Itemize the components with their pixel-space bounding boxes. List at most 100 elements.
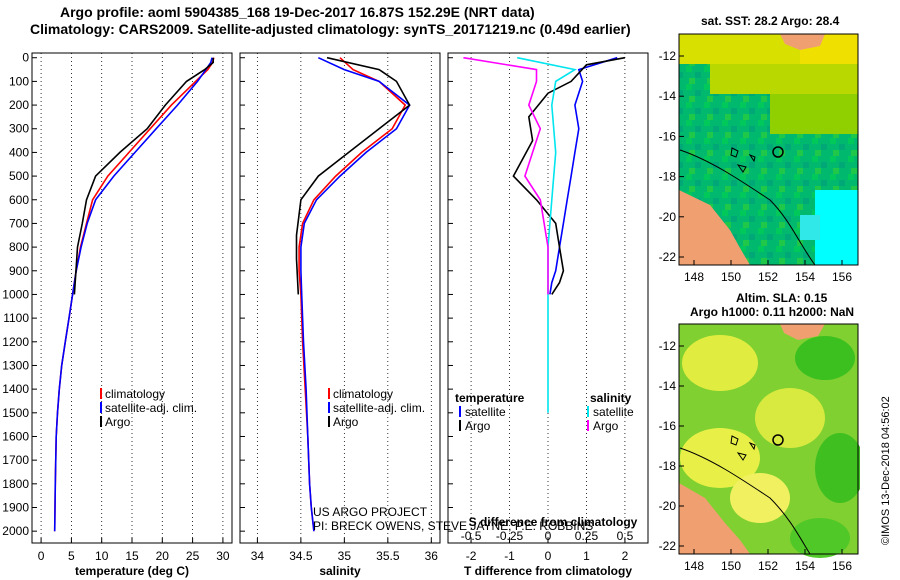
plot-frame <box>31 52 233 544</box>
s-axis-label: S difference from climatology <box>469 515 638 529</box>
lat-label: -12 <box>659 339 677 353</box>
s-tick-label: 0.25 <box>575 529 599 543</box>
y-tick-label: 600 <box>9 193 29 207</box>
x-axis-label: salinity <box>319 564 361 578</box>
x-tick-label: 0 <box>38 549 45 563</box>
legend-label: Argo <box>333 415 359 429</box>
series-line <box>300 56 411 532</box>
bottom-map-title1: Altim. SLA: 0.15 <box>736 291 828 305</box>
y-tick-label: 300 <box>9 122 29 136</box>
x-tick-label: 30 <box>216 549 230 563</box>
x-tick-label: 15 <box>125 549 139 563</box>
lat-label: -22 <box>659 539 677 553</box>
header-line2: Climatology: CARS2009. Satellite-adjuste… <box>30 21 631 37</box>
y-tick-label: 900 <box>9 264 29 278</box>
y-tick-label: 1700 <box>2 453 29 467</box>
s-tick-label: -0.5 <box>461 529 482 543</box>
lat-label: -16 <box>659 129 677 143</box>
legend-label: Argo <box>593 419 619 433</box>
legend-label: climatology <box>333 387 393 401</box>
x-tick-label: 36 <box>425 549 439 563</box>
series-line <box>73 57 214 295</box>
series-line <box>463 56 549 295</box>
x-tick-label: 1 <box>583 549 590 563</box>
cool-water-patch <box>815 190 858 265</box>
legend-title-temperature: temperature <box>455 391 525 405</box>
y-tick-label: 700 <box>9 216 29 230</box>
credits-line2: PI: BRECK OWENS, STEVE JAYNE, P.E. ROBBI… <box>313 519 593 533</box>
series-line <box>549 56 618 295</box>
y-tick-label: 500 <box>9 169 29 183</box>
lon-label: 154 <box>795 270 815 284</box>
y-tick-label: 800 <box>9 240 29 254</box>
bottom-map: -12 -14 -16 -18 -20 -22 148 150 152 154 156 <box>659 323 860 573</box>
lat-label: -12 <box>659 49 677 63</box>
temperature-panel: 0 5 10 15 20 25 300100200300400500600700800900… <box>2 51 233 578</box>
lat-label: -20 <box>659 210 677 224</box>
y-tick-label: 1000 <box>2 287 29 301</box>
bathymetry-contour <box>679 149 816 266</box>
x-tick-label: -2 <box>466 549 477 563</box>
legend-label: satellite-adj. clim. <box>105 401 197 415</box>
s-tick-label: 0 <box>545 529 552 543</box>
lat-label: -20 <box>659 499 677 513</box>
bottom-map-title2: Argo h1000: 0.11 h2000: NaN <box>690 305 855 319</box>
lon-label: 152 <box>758 270 778 284</box>
y-tick-label: 1800 <box>2 477 29 491</box>
lon-label: 156 <box>832 270 852 284</box>
side-stamp: ©IMOS 13-Dec-2018 04:56:02 <box>880 396 892 545</box>
lon-label: 150 <box>721 270 741 284</box>
x-axis-label: temperature (deg C) <box>75 564 189 578</box>
legend-label: climatology <box>105 387 165 401</box>
legend-label: satellite <box>593 405 634 419</box>
legend-label: Argo <box>105 415 131 429</box>
lon-label: 156 <box>832 559 852 573</box>
legend-label: Argo <box>465 419 491 433</box>
x-tick-label: 2 <box>622 549 629 563</box>
x-tick-label: 25 <box>186 549 200 563</box>
series-line <box>298 57 407 532</box>
series-line <box>53 57 213 532</box>
y-tick-label: 0 <box>22 51 29 65</box>
lon-label: 152 <box>758 559 778 573</box>
x-tick-label: 10 <box>95 549 109 563</box>
x-axis-label: T difference from climatology <box>464 564 632 578</box>
x-tick-label: 5 <box>68 549 75 563</box>
lon-label: 150 <box>721 559 741 573</box>
y-tick-label: 1900 <box>2 500 29 514</box>
x-tick-label: 20 <box>156 549 170 563</box>
x-tick-label: 35.5 <box>376 549 400 563</box>
series-line <box>517 56 578 413</box>
series-line <box>512 56 626 295</box>
argo-float-marker-bottom <box>772 434 784 446</box>
y-tick-label: 1100 <box>3 311 29 325</box>
s-tick-label: 0.5 <box>617 529 634 543</box>
y-tick-label: 1400 <box>2 382 29 396</box>
header-line1: Argo profile: aoml 5904385_168 19-Dec-20… <box>60 4 535 20</box>
x-tick-label: 34 <box>251 549 265 563</box>
lat-label: -16 <box>659 419 677 433</box>
y-tick-label: 1500 <box>2 406 29 420</box>
series-line <box>53 57 215 532</box>
x-tick-label: 0 <box>545 549 552 563</box>
credits-line1: US ARGO PROJECT <box>313 505 428 519</box>
x-tick-label: 35 <box>338 549 352 563</box>
y-tick-label: 1300 <box>2 358 29 372</box>
lat-label: -18 <box>659 170 677 184</box>
difference-panel: -2 -1 0 1 2 -0.5 -0.25 0 0.25 0.5S difference fro… <box>313 52 649 578</box>
y-tick-label: 1600 <box>2 429 29 443</box>
legend-label: satellite <box>465 405 506 419</box>
lat-label: -18 <box>659 459 677 473</box>
series-line <box>295 56 411 295</box>
y-tick-label: 2000 <box>2 524 29 538</box>
y-tick-label: 1200 <box>2 335 29 349</box>
lon-label: 154 <box>795 559 815 573</box>
argo-float-marker <box>772 146 784 158</box>
land-mass <box>679 190 750 265</box>
y-tick-label: 100 <box>9 74 29 88</box>
salinity-panel: 34 34.5 35 35.5 36 salinity climatologysatelli… <box>239 52 441 578</box>
x-tick-label: 34.5 <box>289 549 313 563</box>
lat-label: -14 <box>659 379 677 393</box>
x-tick-label: -1 <box>504 549 515 563</box>
